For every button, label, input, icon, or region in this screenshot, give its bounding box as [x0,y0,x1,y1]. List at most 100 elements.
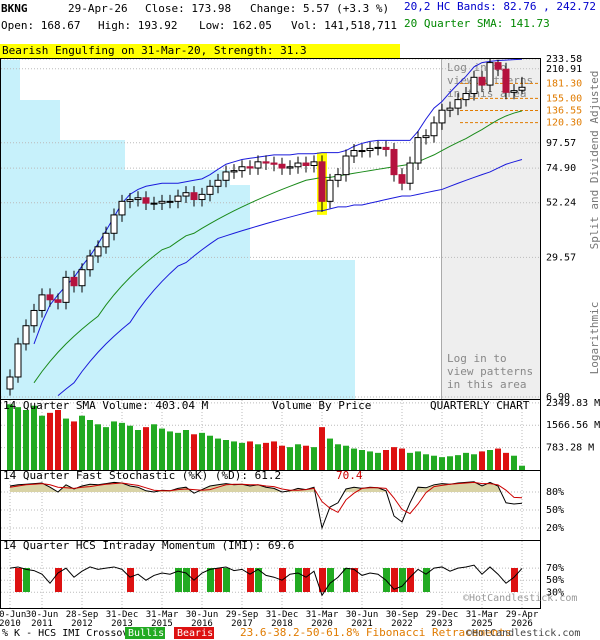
x-tick-label: 30-Jun 2011 [25,610,59,629]
candle-body [422,135,430,139]
candle-body [294,162,302,168]
momentum-panel [0,540,541,609]
x-tick-label: 31-Dec 2018 [265,610,299,629]
signal-bar [215,568,222,592]
signal-bar [255,568,262,592]
volume-bar [351,448,357,470]
volume-bar [39,415,45,470]
volume-bar [471,454,477,470]
candle-body [454,99,462,109]
y-tick-label: 97.57 [546,138,576,149]
volume-bar [119,422,125,470]
candle-body [390,148,398,176]
candle-body [478,76,486,86]
candle-body [446,107,454,111]
candle-body [214,179,222,187]
volume-bar [479,451,485,470]
volume-bar [23,410,29,470]
signal-bar [127,568,134,592]
volume-bar [295,444,301,470]
candle-body [54,299,62,303]
legend-swatch [125,627,165,639]
candle-body [382,146,390,150]
volume-by-price [1,60,355,399]
candle-body [246,166,254,169]
volume-bar [455,455,461,470]
x-tick-label: 31-Dec 2013 [105,610,139,629]
volume-bar [367,451,373,470]
candle-body [38,294,46,311]
high: High: 193.92 [98,19,177,32]
candle-body [374,146,382,149]
x-tick-label: 31-Mar 2020 [305,610,339,629]
fib-legend: 23.6-38.2-50-61.8% Fibonacci Retracement… [240,626,512,639]
y-tick-label: 1566.56 M [546,420,600,431]
x-tick-label: 28-Sep 2012 [65,610,99,629]
signal-bar [351,568,358,592]
y-tick-label: 50% [546,575,564,586]
volume-bar [175,432,181,470]
candle-body [398,174,406,184]
candle-body [406,162,414,184]
candle-body [166,200,174,203]
pattern-banner [0,44,400,58]
volume-bar [399,448,405,470]
volume-title: 14 Quarter SMA Volume: 403.04 M [3,399,209,412]
signal-bar [343,568,350,592]
candle-body [270,162,278,165]
signal-bar [247,568,254,592]
y-tick-label: 120.30 [546,118,582,129]
period-label: QUARTERLY CHART [430,399,530,412]
volume-bar [159,428,165,470]
x-tick-label: 29-Sep 2017 [225,610,259,629]
credit: ©HotCandlestick.com [466,628,580,639]
candle-body [414,137,422,164]
volume-bar [15,407,21,470]
adjusted-note: Split and Dividend Adjusted [588,71,600,250]
volume-bar [495,448,501,470]
signal-bar [303,568,310,592]
volume-bar [167,431,173,470]
candle-body [22,325,30,345]
candle-body [14,343,22,378]
candle-body [182,192,190,197]
volume-bar [519,465,525,470]
plot-layer [1,58,540,608]
volume-bar [503,452,509,470]
legend-title: % K - HCS IMI Crossover, [2,628,147,639]
volume-bar [47,412,53,470]
y-tick-label: 52.24 [546,198,576,209]
candle-body [430,122,438,137]
volume-bar [359,450,365,470]
x-tick-label: 31-Mar 2015 [145,610,179,629]
signal-bar [383,568,390,592]
volume: Vol: 141,518,711 [291,19,397,32]
candle-body [494,62,502,70]
change: Change: 5.57 (+3.3 %) [250,2,389,15]
candle-body [222,171,230,181]
volume-bar [239,442,245,470]
signal-bar [407,568,414,592]
volume-bar [87,420,93,470]
pattern-title: Bearish Engulfing on 31-Mar-20, Strength… [2,44,307,57]
signal-bar [55,568,62,592]
candle-body [142,197,150,204]
x-tick-label: 30-Jun 2010 [0,610,27,629]
candle-body [198,193,206,201]
candle-body [278,163,286,169]
volume-bar [327,438,333,470]
y-tick-label: 74.90 [546,163,576,174]
overlay-line [57,158,523,397]
volume-bar [71,421,77,470]
y-tick-label: 70% [546,563,564,574]
volume-bar [375,452,381,470]
candle-body [342,155,350,176]
volume-bar [79,415,85,470]
candle-body [118,200,126,216]
y-tick-label: 233.58 [546,54,582,65]
overlay-line [33,110,523,384]
momentum-title: 14 Quarter HCS Intraday Momentum (IMI): … [3,539,294,552]
candle-body [326,179,334,202]
overbought-area [10,481,501,492]
candle-body [174,195,182,202]
